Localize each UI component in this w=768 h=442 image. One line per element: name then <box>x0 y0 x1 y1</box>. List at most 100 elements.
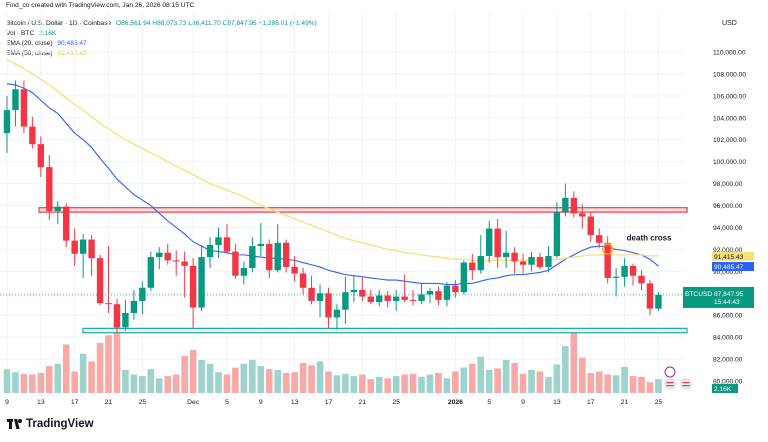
candle-body[interactable] <box>164 252 171 261</box>
event-icon[interactable] <box>664 366 676 378</box>
candle-body[interactable] <box>553 212 561 256</box>
candle-body[interactable] <box>435 291 442 300</box>
candle-body[interactable] <box>181 261 188 266</box>
candle-body[interactable] <box>46 167 53 212</box>
candle-body[interactable] <box>240 268 248 276</box>
candle-body[interactable] <box>223 237 231 252</box>
candle-body[interactable] <box>282 242 290 267</box>
candle-body[interactable] <box>528 257 535 265</box>
candle-body[interactable] <box>147 257 155 288</box>
candle-body[interactable] <box>105 303 112 305</box>
candle-body[interactable] <box>511 252 518 262</box>
candle-body[interactable] <box>342 292 349 310</box>
candle-body[interactable] <box>426 291 434 295</box>
candle-body[interactable] <box>139 287 146 301</box>
candle-body[interactable] <box>325 293 332 318</box>
flag-icon[interactable] <box>664 378 676 390</box>
volume-bar <box>392 376 400 393</box>
candle-body[interactable] <box>384 295 391 301</box>
candle-body[interactable] <box>20 89 28 127</box>
volume-bar <box>198 359 205 393</box>
candle-body[interactable] <box>579 213 586 217</box>
candle-body[interactable] <box>392 296 400 301</box>
candle-body[interactable] <box>629 265 637 276</box>
candle-body[interactable] <box>29 126 36 145</box>
candle-body[interactable] <box>198 257 205 308</box>
candle-body[interactable] <box>12 89 19 111</box>
candle-body[interactable] <box>469 262 476 271</box>
candle-body[interactable] <box>291 266 298 274</box>
candle-body[interactable] <box>646 283 654 309</box>
candle-body[interactable] <box>189 265 197 308</box>
candle-body[interactable] <box>79 239 87 254</box>
candle-body[interactable] <box>173 260 180 262</box>
ema50-line[interactable] <box>6 59 659 262</box>
ema20-label[interactable]: EMA (20, close) <box>6 40 53 47</box>
candle-body[interactable] <box>156 252 163 258</box>
candle-body[interactable] <box>308 287 315 301</box>
candle-body[interactable] <box>367 296 374 303</box>
candle-body[interactable] <box>638 275 645 284</box>
candle-body[interactable] <box>460 262 468 293</box>
candle-body[interactable] <box>130 300 138 314</box>
candle-body[interactable] <box>274 242 281 271</box>
candle-body[interactable] <box>596 235 603 243</box>
volume-bar <box>629 376 637 393</box>
support-zone[interactable] <box>82 327 688 334</box>
volume-bar <box>333 375 341 393</box>
candle-body[interactable] <box>359 289 366 297</box>
candle-body[interactable] <box>486 228 493 256</box>
volume-bar <box>638 376 645 393</box>
symbol-title[interactable]: Bitcoin / U.S. Dollar · 1D · Coinbase <box>6 20 112 27</box>
tradingview-logo[interactable]: TradingView <box>7 418 94 430</box>
candle-body[interactable] <box>232 251 239 276</box>
candle-body[interactable] <box>333 309 341 318</box>
candle-body[interactable] <box>409 299 417 301</box>
candle-body[interactable] <box>122 313 129 328</box>
candle-body[interactable] <box>502 252 510 258</box>
candle-body[interactable] <box>621 265 628 277</box>
ema50-label[interactable]: EMA (50, close) <box>6 50 53 57</box>
candle-body[interactable] <box>519 261 527 265</box>
candle-body[interactable] <box>452 285 459 293</box>
candle-body[interactable] <box>54 206 61 212</box>
flag-icon[interactable] <box>680 378 692 390</box>
candle-body[interactable] <box>206 245 214 258</box>
candle-body[interactable] <box>612 276 620 278</box>
death-cross-marker[interactable] <box>601 243 614 255</box>
candle-body[interactable] <box>3 110 11 134</box>
candle-body[interactable] <box>604 242 611 278</box>
candle-body[interactable] <box>249 246 256 269</box>
candle-body[interactable] <box>545 255 552 267</box>
candle-body[interactable] <box>562 197 569 213</box>
currency-label[interactable]: USD <box>722 20 737 27</box>
volume-bar <box>113 321 121 393</box>
volume-bar <box>375 376 383 393</box>
candle-body[interactable] <box>257 243 264 247</box>
candle-body[interactable] <box>71 240 78 254</box>
candle-body[interactable] <box>418 294 425 301</box>
candle-body[interactable] <box>477 255 484 271</box>
candle-body[interactable] <box>536 257 544 267</box>
candle-body[interactable] <box>401 296 408 300</box>
candle-body[interactable] <box>299 273 307 288</box>
candle-body[interactable] <box>587 216 594 236</box>
candle-body[interactable] <box>113 304 121 328</box>
candle-body[interactable] <box>443 285 451 300</box>
candle-body[interactable] <box>96 258 104 304</box>
ema20-line[interactable] <box>6 83 659 286</box>
candle-body[interactable] <box>37 144 45 168</box>
candle-body[interactable] <box>494 228 501 258</box>
resistance-zone[interactable] <box>38 207 688 213</box>
candle-body[interactable] <box>350 289 358 293</box>
candle-body[interactable] <box>316 293 324 301</box>
candle-body[interactable] <box>88 239 95 259</box>
candle-body[interactable] <box>570 197 578 214</box>
volume-label[interactable]: Vol · BTC <box>6 30 35 37</box>
candle-body[interactable] <box>63 206 70 241</box>
candle-body[interactable] <box>376 295 383 303</box>
candle-body[interactable] <box>655 294 662 309</box>
candle-body[interactable] <box>215 237 222 246</box>
candle-body[interactable] <box>266 243 273 271</box>
